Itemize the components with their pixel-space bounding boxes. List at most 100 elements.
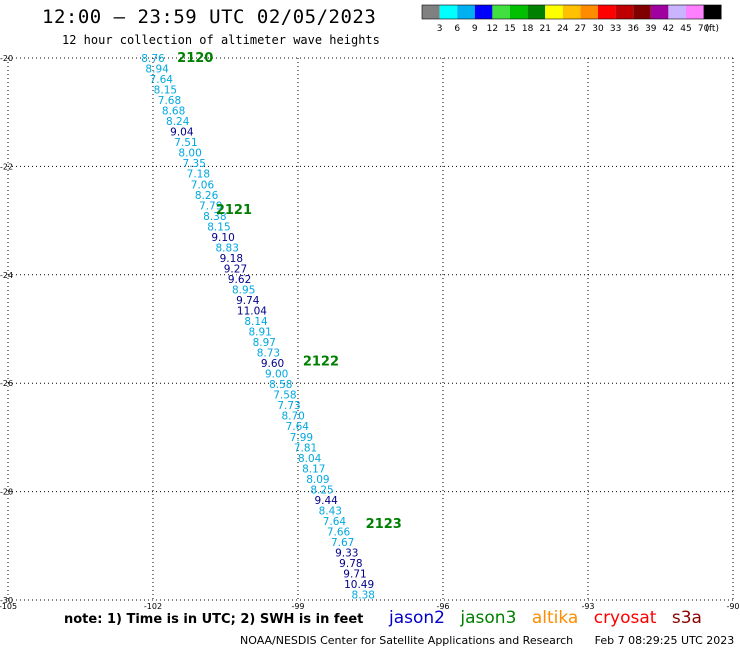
legend-swatch [562,5,581,19]
legend-swatch [703,5,722,19]
legend-swatch [439,5,458,19]
wave-height-label: 8.09 [306,474,329,486]
wave-height-label: 9.10 [211,232,234,244]
wave-height-label: 8.15 [154,85,177,97]
wave-height-label: 8.94 [145,64,169,76]
wave-height-label: 9.33 [335,547,358,559]
page-title: 12:00 — 23:59 UTC 02/05/2023 [42,6,377,28]
legend-label: 3 [437,24,443,34]
wave-height-label: 9.44 [314,495,338,507]
legend-label: 70 [698,24,710,34]
legend-label: 6 [454,24,460,34]
credit-time: Feb 7 08:29:25 UTC 2023 [594,634,735,647]
legend-label: 36 [627,24,639,34]
wave-height-label: 8.70 [281,411,304,423]
wave-height-label: 7.64 [150,74,174,86]
wave-height-label: 7.35 [183,158,206,170]
legend-label: 42 [663,24,674,34]
lon-tick-label: -105 [0,602,17,610]
credit-org: NOAA/NESDIS Center for Satellite Applica… [240,634,574,647]
footer-note: note: 1) Time is in UTC; 2) SWH is in fe… [64,612,364,627]
wave-height-label: 8.95 [232,284,255,296]
wave-height-label: 8.91 [248,327,271,339]
wave-height-label: 11.04 [237,306,267,318]
sat-altika: altika [531,608,579,628]
track-id-label: 2121 [216,203,252,218]
wave-height-label: 9.74 [236,295,260,307]
wave-height-label: 7.79 [199,200,222,212]
wave-height-label: 7.99 [290,432,313,444]
lat-tick-label: -20 [0,54,13,63]
wave-height-label: 7.81 [294,442,317,454]
legend-label: 12 [487,24,498,34]
wave-height-label: 8.43 [319,505,342,517]
wave-height-label: 9.18 [220,253,243,265]
lat-tick-label: -26 [0,379,13,388]
wave-height-map: -105 -102 -99 -96 -93 -90 -20 -22 -24 -26 -28 -30 8.… [0,51,740,610]
wave-height-label: 9.04 [170,127,194,139]
wave-height-label: 9.27 [224,263,247,275]
sat-jason2: jason2 [389,608,445,628]
wave-height-label: 8.15 [207,221,230,233]
color-legend: 3 6 9 12 15 18 21 24 27 30 33 36 39 42 45 70(ft) [421,4,722,34]
legend-swatch [457,5,475,19]
wave-height-label: 8.17 [302,463,325,475]
legend-unit: (ft) [705,24,719,34]
lon-tick-label: -93 [581,602,594,610]
wave-height-label: 8.76 [141,53,165,65]
lon-tick-label: -102 [144,602,162,610]
legend-swatch [686,5,704,19]
legend-label: 15 [504,24,515,34]
wave-height-label: 7.64 [286,421,310,433]
wave-height-label: 8.04 [298,453,322,465]
wave-height-label: 7.67 [331,537,354,549]
sat-s3a: s3a [671,608,702,628]
wave-height-label: 7.51 [174,137,197,149]
wave-height-label: 8.14 [244,316,268,328]
sat-cryosat: cryosat [593,608,657,628]
wave-height-label: 7.06 [191,179,215,191]
footer-credit: NOAA/NESDIS Center for Satellite Applica… [240,634,740,647]
wave-height-label: 8.58 [269,379,292,391]
legend-label: 24 [557,24,569,34]
page-subtitle: 12 hour collection of altimeter wave hei… [62,33,380,47]
satellite-legend: jason2 jason3 altika cryosat s3a [389,608,712,628]
wave-height-label: 8.25 [310,484,333,496]
legend-swatch [598,5,616,19]
legend-label: 9 [472,24,478,34]
wave-height-label: 8.24 [166,116,190,128]
wave-height-label: 9.60 [261,358,284,370]
wave-height-label: 7.64 [323,516,347,528]
wave-height-label: 7.68 [158,95,181,107]
legend-swatch [527,5,546,19]
wave-height-label: 8.00 [178,148,201,160]
legend-swatch [492,5,510,19]
legend-label: 39 [645,24,657,34]
lon-tick-label: -96 [436,602,449,610]
wave-height-label: 8.38 [352,590,375,602]
sat-jason3: jason3 [460,608,517,628]
wave-height-label: 8.26 [195,190,219,202]
wave-height-label: 9.71 [343,569,366,581]
lat-tick-label: -28 [0,488,13,497]
lon-tick-label: -99 [291,602,304,610]
legend-label: 21 [539,24,550,34]
legend-label: 33 [610,24,621,34]
legend-swatch [580,5,598,19]
legend-swatch [474,5,493,19]
wave-height-label: 8.38 [203,211,226,223]
wave-height-label: 9.78 [339,558,362,570]
legend-swatch [615,5,634,19]
lon-tick-label: -90 [726,602,739,610]
legend-swatch [545,5,563,19]
legend-label: 18 [522,24,534,34]
legend-swatch [633,5,651,19]
track-id-label: 2123 [366,517,402,532]
wave-height-label: 10.49 [344,579,374,591]
track-id-label: 2120 [177,51,213,66]
wave-height-label: 7.18 [187,169,210,181]
legend-swatch [422,5,440,19]
legend-swatch [668,5,686,19]
legend-label: 45 [680,24,691,34]
wave-height-label: 7.73 [277,400,300,412]
